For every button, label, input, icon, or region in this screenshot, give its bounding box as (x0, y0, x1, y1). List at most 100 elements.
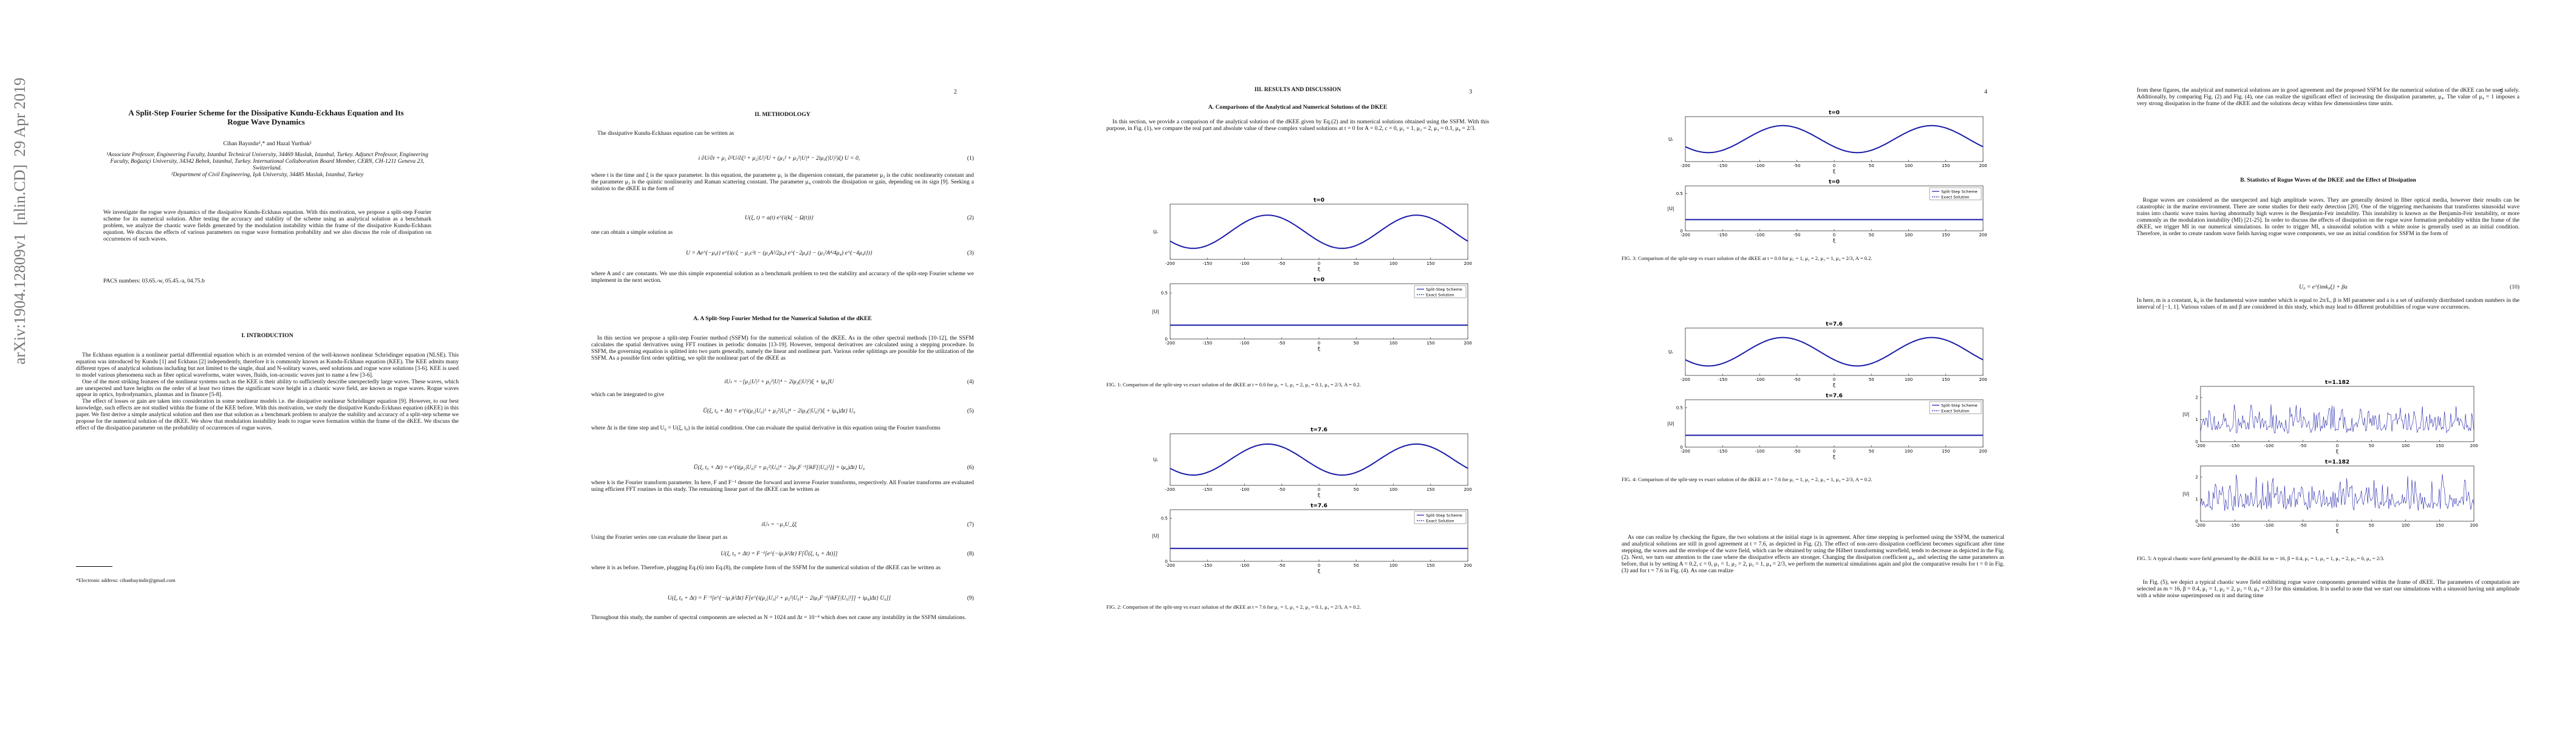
equation-number: (8) (967, 550, 974, 557)
x-tick-label: 0 (1833, 449, 1835, 454)
x-tick-label: 50 (1354, 487, 1359, 492)
x-tick-label: 150 (1942, 163, 1950, 168)
x-tick-label: 200 (1979, 377, 1987, 382)
panel-title: t=0 (1314, 277, 1324, 283)
x-tick-label: 150 (1427, 261, 1434, 266)
x-tick-label: -100 (1755, 377, 1765, 382)
y-tick-label: 0.5 (1676, 191, 1683, 196)
x-axis-label: ξ (2336, 529, 2338, 534)
x-tick-label: -150 (1718, 377, 1727, 382)
text: where t is the time and ξ is the space p… (591, 172, 974, 193)
x-axis-label: ξ (1833, 383, 1835, 388)
legend-label: Split-Step Scheme (1426, 287, 1462, 292)
figure: t=0 -200 -150 -100 -50 0 50 100 150 200 ξ Uᵣ t=0 -200… (1667, 110, 1987, 244)
figure: t=0 -200 -150 -100 -50 0 50 100 150 200 ξ Uᵣ t=0 -200… (1152, 197, 1471, 352)
x-tick-label: -150 (1718, 449, 1727, 454)
x-tick-label: -150 (2230, 523, 2239, 528)
equation-number: (7) (967, 521, 974, 528)
curve (1170, 214, 1468, 249)
page-number: 3 (1469, 89, 1472, 95)
paragraph: In this section, we provide a comparison… (1106, 118, 1489, 132)
y-tick-label: 0.5 (1161, 516, 1168, 521)
text: from these figures, the analytical and n… (2137, 87, 2519, 108)
abstract: We investigate the rogue wave dynamics o… (103, 209, 431, 242)
x-tick-label: 50 (2369, 523, 2374, 528)
x-tick-label: 50 (1869, 377, 1874, 382)
axes-box (2200, 465, 2475, 522)
equation-body: U(ξ, t₀ + Δt) = F⁻¹[e^{−iμ₁k²Δt} F[Ũ(ξ, … (721, 550, 838, 557)
y-tick-label: 0 (1680, 229, 1683, 234)
subsection-heading: A. A Split-Step Fourier Method for the N… (693, 315, 872, 322)
x-tick-label: 200 (1979, 449, 1987, 454)
equation: U(ξ, t) = a(t) e^{i(kξ − Ω(t))} (2) (591, 214, 974, 222)
equation-body: U(ξ, t₀ + Δt) = F⁻¹[e^{−iμ₁k²Δt} F[e^{i(… (667, 595, 891, 601)
paragraph: where it is as before. Therefore, pluggi… (591, 564, 941, 571)
equation: Ũ(ξ, t₀ + Δt) = e^{i(μ₂|U₀|² + μ₃²|U₀|⁴ … (591, 464, 974, 471)
x-axis-label: ξ (1318, 267, 1320, 272)
y-tick-label: 1 (2196, 417, 2198, 422)
panel-title: t=7.6 (1826, 321, 1843, 327)
section-heading: I. INTRODUCTION (241, 332, 293, 339)
text: In Fig. (5), we depict a typical chaotic… (2137, 579, 2519, 600)
x-tick-label: -150 (1202, 341, 1212, 346)
authors: Cihan Bayındır¹,* and Hazal Yurtbak² (223, 140, 312, 147)
footnote: *Electronic address: cihanbayindir@gmail… (76, 577, 176, 583)
curve (1685, 125, 1984, 154)
x-tick-label: 50 (2369, 443, 2374, 448)
axes-box (1170, 204, 1468, 260)
y-tick-label: 2 (2196, 475, 2198, 480)
legend-box (1929, 187, 1982, 200)
text: In this section, we provide a comparison… (1106, 118, 1489, 132)
text: one can obtain a simple solution as (591, 229, 974, 236)
panel-title: t=1.182 (2325, 459, 2349, 465)
x-tick-label: 100 (1905, 377, 1913, 382)
x-tick-label: 200 (1464, 341, 1471, 346)
y-axis-label: |U| (1152, 533, 1159, 539)
x-tick-label: -200 (1165, 261, 1175, 266)
paragraph: The dissipative Kundu-Eckhaus equation c… (597, 130, 735, 137)
x-tick-label: 150 (1942, 233, 1950, 238)
paragraph: Using the Fourier series one can evaluat… (591, 534, 728, 541)
affiliations: ¹Associate Professor, Engineering Facult… (103, 151, 431, 179)
x-tick-label: -100 (1240, 487, 1250, 492)
x-tick-label: -100 (2264, 523, 2274, 528)
x-tick-label: 100 (1905, 163, 1913, 168)
page-1: arXiv:1904.12809v1 [nlin.CD] 29 Apr 2019… (0, 0, 515, 729)
x-tick-label: -200 (1165, 341, 1175, 346)
y-axis-label: |U| (1667, 421, 1674, 426)
x-tick-label: -150 (1202, 563, 1212, 568)
y-axis-label: Uᵣ (1668, 349, 1674, 355)
y-axis-label: |U| (1152, 309, 1159, 315)
x-tick-label: -100 (2264, 443, 2274, 448)
x-tick-label: -50 (1793, 233, 1800, 238)
page-4: 4 t=0 -200 -150 -100 -50 0 50 100 150 200 ξ Uᵣ t=0 -2… (1546, 0, 2061, 729)
y-axis-label: |U| (1667, 206, 1674, 211)
equation-body: Ũ(ξ, t₀ + Δt) = e^{i(μ₂|U₀|² + μ₃²|U₀|⁴ … (703, 408, 855, 414)
page-number: 4 (1984, 89, 1987, 95)
equation-body: Ũ(ξ, t₀ + Δt) = e^{i(μ₂|U₀|² + μ₃²|U₀|⁴ … (693, 464, 865, 471)
page-3: 3 III. RESULTS AND DISCUSSION A. Compari… (1030, 0, 1546, 729)
panel-title: t=1.182 (2325, 380, 2349, 386)
y-axis-label: Uᵣ (1153, 457, 1159, 463)
page-2: 2 II. METHODOLOGY The dissipative Kundu-… (515, 0, 1030, 729)
x-tick-label: -100 (1755, 449, 1765, 454)
subsection-heading: A. Comparisons of the Analytical and Num… (1208, 104, 1388, 111)
figure: t=7.6 -200 -150 -100 -50 0 50 100 150 200 ξ Uᵣ t=7.6… (1667, 321, 1987, 460)
section-heading: II. METHODOLOGY (755, 111, 810, 118)
x-tick-label: 100 (2402, 443, 2410, 448)
text: The dissipative Kundu-Eckhaus equation c… (591, 130, 974, 137)
x-axis-label: ξ (1318, 493, 1320, 498)
y-tick-label: 2 (2196, 395, 2198, 400)
axes-box (1170, 433, 1468, 486)
paragraph: which can be integrated to give (591, 391, 665, 398)
paragraph: where A and c are constants. We use this… (591, 270, 974, 284)
equation-number: (4) (967, 378, 974, 385)
x-tick-label: -50 (1278, 563, 1285, 568)
x-tick-label: 200 (1979, 233, 1987, 238)
paragraph: where t is the time and ξ is the space p… (591, 172, 974, 192)
figure: t=1.182-200 -150 -100 -50 0 50 100 150 200ξ|U|01… (2182, 380, 2478, 534)
x-tick-label: -100 (1240, 563, 1250, 568)
y-tick-label: 0 (1165, 560, 1168, 564)
page-5: 5 from these figures, the analytical and… (2061, 0, 2576, 729)
paragraph: Rogue waves are considered as the unexpe… (2137, 197, 2519, 237)
